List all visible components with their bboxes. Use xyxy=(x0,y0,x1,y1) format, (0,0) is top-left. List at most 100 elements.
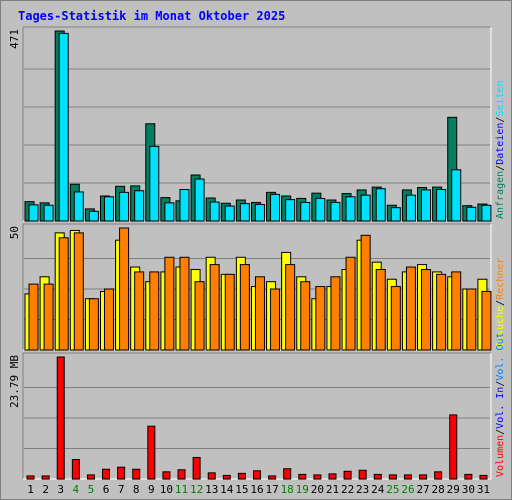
bar-volumen-day-2 xyxy=(41,475,50,480)
panel-visits: 50 Besuche/Rechner xyxy=(8,223,506,351)
bar-rechner-day-29 xyxy=(451,271,462,351)
x-tick-label: 13 xyxy=(205,483,218,496)
bar-seiten-day-17 xyxy=(270,193,281,222)
bar-rechner-day-20 xyxy=(315,286,326,351)
bar-rechner-day-7 xyxy=(119,227,130,351)
bar-volumen-day-21 xyxy=(328,473,337,480)
bar-volumen-day-10 xyxy=(162,471,171,480)
y-max-label: 50 xyxy=(8,226,21,239)
legend-entry: / xyxy=(495,165,506,171)
bar-seiten-day-5 xyxy=(88,210,99,222)
legend-entry: Dateien xyxy=(495,123,506,165)
bar-volumen-day-24 xyxy=(373,473,382,480)
x-tick-label: 29 xyxy=(447,483,460,496)
bar-seiten-day-25 xyxy=(390,207,401,222)
bar-seiten-day-29 xyxy=(451,169,462,222)
bar-volumen-day-16 xyxy=(253,470,261,480)
bar-volumen-day-7 xyxy=(117,466,126,480)
bar-rechner-day-4 xyxy=(73,232,84,351)
bar-volumen-day-14 xyxy=(222,474,231,480)
panel-background xyxy=(23,353,491,479)
bar-rechner-day-19 xyxy=(300,281,311,351)
x-tick-label: 24 xyxy=(371,483,385,496)
bar-rechner-day-11 xyxy=(179,256,190,351)
x-tick-label: 2 xyxy=(42,483,49,496)
bar-rechner-day-31 xyxy=(481,290,492,351)
bar-seiten-day-19 xyxy=(300,201,311,222)
legend-entry: Rechner xyxy=(495,258,506,300)
x-tick-label: 11 xyxy=(175,483,188,496)
bar-volumen-day-6 xyxy=(102,468,111,480)
legend-entry: Besuche xyxy=(495,306,506,348)
x-tick-label: 9 xyxy=(148,483,155,496)
bar-seiten-day-14 xyxy=(224,205,235,222)
x-tick-label: 8 xyxy=(133,483,140,496)
bar-volumen-day-22 xyxy=(343,470,352,480)
bar-volumen-day-29 xyxy=(449,414,458,480)
x-tick-label: 16 xyxy=(250,483,263,496)
y-max-label: 471 xyxy=(8,29,21,49)
bar-rechner-day-15 xyxy=(239,264,250,351)
legend-entry: / xyxy=(495,117,506,123)
bar-volumen-day-3 xyxy=(56,356,65,480)
x-tick-label: 21 xyxy=(326,483,339,496)
x-tick-label: 5 xyxy=(88,483,95,496)
x-tick-label: 19 xyxy=(296,483,309,496)
bar-rechner-day-24 xyxy=(375,268,386,351)
legend-entry: Volumen xyxy=(495,435,506,477)
bar-seiten-day-23 xyxy=(360,194,371,222)
legend-entry: / xyxy=(495,381,506,387)
x-tick-label: 6 xyxy=(103,483,110,496)
bar-seiten-day-6 xyxy=(103,196,114,222)
bar-rechner-day-27 xyxy=(421,268,432,351)
bar-seiten-day-8 xyxy=(134,190,145,222)
bar-seiten-day-1 xyxy=(28,204,39,222)
x-tick-label: 1 xyxy=(27,483,34,496)
bar-seiten-day-24 xyxy=(375,188,386,222)
bar-volumen-day-27 xyxy=(419,474,428,480)
bar-rechner-day-9 xyxy=(149,271,160,351)
legend-entry: Seiten xyxy=(495,80,506,116)
panel-legend: Besuche/Rechner xyxy=(495,258,506,348)
x-tick-label: 26 xyxy=(401,483,414,496)
legend-entry: Vol. In xyxy=(495,387,506,429)
panel-background xyxy=(23,27,491,221)
bar-seiten-day-26 xyxy=(405,194,416,222)
legend-entry: / xyxy=(495,429,506,435)
bar-seiten-day-30 xyxy=(466,206,477,222)
bar-rechner-day-6 xyxy=(103,288,114,351)
bar-rechner-day-1 xyxy=(28,283,39,351)
bar-volumen-day-26 xyxy=(403,474,412,480)
x-tick-label: 31 xyxy=(477,483,490,496)
bar-volumen-day-13 xyxy=(207,472,216,480)
bar-rechner-day-12 xyxy=(194,281,205,351)
bar-volumen-day-28 xyxy=(434,471,443,480)
x-tick-label: 28 xyxy=(432,483,445,496)
bar-seiten-day-9 xyxy=(149,145,160,222)
bar-volumen-day-9 xyxy=(147,425,156,480)
x-tick-label: 15 xyxy=(235,483,248,496)
bar-volumen-day-4 xyxy=(71,459,80,480)
bar-volumen-day-5 xyxy=(86,474,95,480)
bar-seiten-day-7 xyxy=(119,191,130,222)
bar-volumen-day-23 xyxy=(358,469,367,480)
bar-seiten-day-22 xyxy=(345,196,356,222)
bar-volumen-day-15 xyxy=(237,472,246,480)
bar-rechner-day-25 xyxy=(390,286,401,351)
bar-seiten-day-27 xyxy=(421,189,432,222)
panel-legend: Anfragen/Dateien/Seiten xyxy=(495,80,506,219)
bar-seiten-day-16 xyxy=(254,203,265,222)
x-tick-label: 10 xyxy=(160,483,173,496)
bar-volumen-day-12 xyxy=(192,456,201,480)
bar-rechner-day-28 xyxy=(436,273,447,351)
legend-entry: Anfragen xyxy=(495,171,506,219)
legend-entry: / xyxy=(495,300,506,306)
bar-volumen-day-25 xyxy=(388,474,397,480)
bar-rechner-day-16 xyxy=(254,276,265,351)
bar-rechner-day-8 xyxy=(134,271,145,351)
bar-rechner-day-30 xyxy=(466,288,477,351)
bar-seiten-day-11 xyxy=(179,189,190,222)
bar-seiten-day-15 xyxy=(239,203,250,222)
bar-rechner-day-23 xyxy=(360,234,371,351)
